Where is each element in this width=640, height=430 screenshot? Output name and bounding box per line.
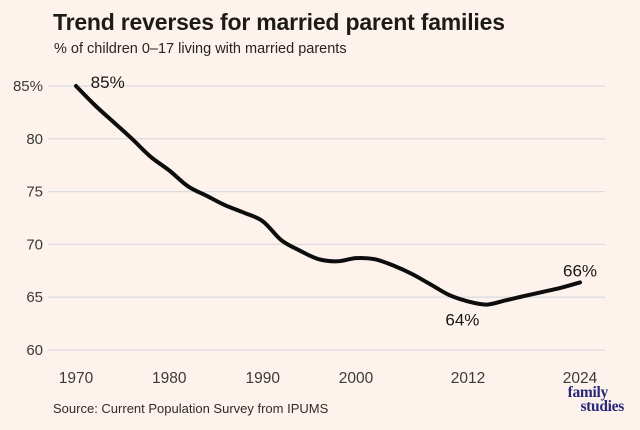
x-tick-label-2012: 2012 xyxy=(451,370,485,387)
y-tick-label-65: 65 xyxy=(26,289,43,306)
logo-line-1: family xyxy=(567,384,609,401)
data-label-64%: 64% xyxy=(445,311,479,330)
chart-subtitle: % of children 0–17 living with married p… xyxy=(54,41,347,57)
y-tick-label-75: 75 xyxy=(26,184,43,201)
x-tick-label-1990: 1990 xyxy=(245,370,280,387)
y-tick-label-80: 80 xyxy=(26,131,43,148)
y-tick-label-85: 85% xyxy=(13,78,43,95)
data-label-85%: 85% xyxy=(91,73,125,92)
chart-title: Trend reverses for married parent famili… xyxy=(53,9,505,35)
y-tick-label-70: 70 xyxy=(26,236,43,253)
y-tick-label-60: 60 xyxy=(26,342,43,359)
x-tick-label-2000: 2000 xyxy=(339,370,374,387)
x-tick-label-2024: 2024 xyxy=(563,370,598,387)
data-label-66%: 66% xyxy=(563,261,597,280)
logo-line-2: studies xyxy=(580,397,624,415)
trend-line xyxy=(74,84,582,307)
family-studies-logo: family studies xyxy=(567,384,625,415)
x-tick-label-1980: 1980 xyxy=(152,370,187,387)
x-tick-label-1970: 1970 xyxy=(59,370,94,387)
source-note: Source: Current Population Survey from I… xyxy=(53,401,329,416)
